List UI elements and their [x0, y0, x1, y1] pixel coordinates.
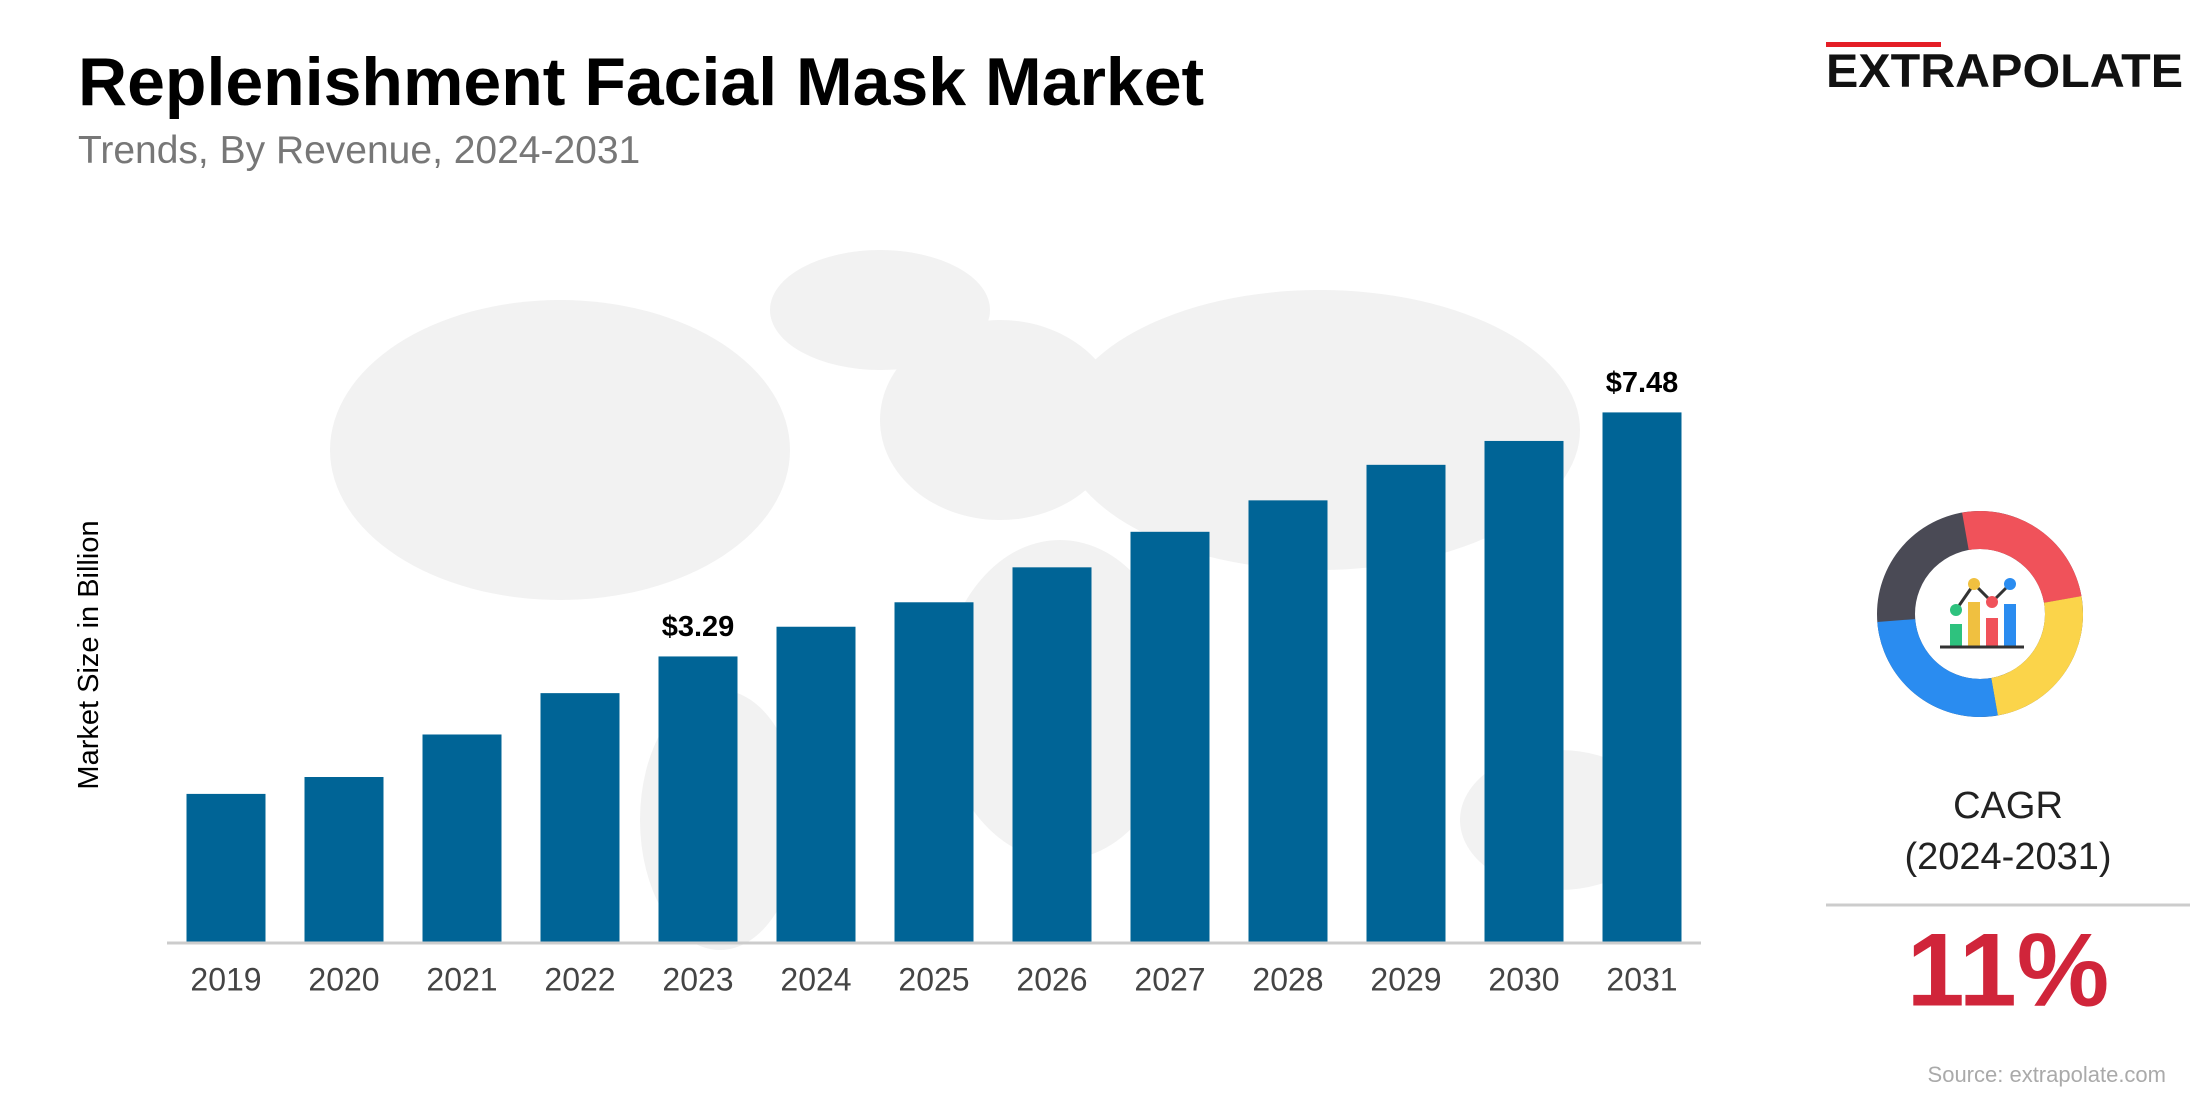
source: Source: extrapolate.com — [1928, 1062, 2166, 1087]
x-tick-label: 2026 — [1016, 961, 1087, 997]
bar — [186, 793, 266, 943]
value-label: $7.48 — [1606, 367, 1679, 399]
y-axis-label: Market Size in Billion — [73, 520, 105, 789]
bar — [894, 602, 974, 943]
bar — [422, 734, 502, 943]
bar — [304, 777, 384, 943]
cagr-icon — [1877, 511, 2083, 717]
bar — [1484, 440, 1564, 943]
x-tick-label: 2021 — [426, 961, 497, 997]
chart-title: Replenishment Facial Mask Market — [78, 44, 1204, 120]
x-tick-label: 2023 — [662, 961, 733, 997]
x-tick-label: 2027 — [1134, 961, 1205, 997]
bar — [776, 626, 856, 943]
bar — [540, 693, 620, 943]
bar — [1130, 531, 1210, 943]
bar — [1248, 500, 1328, 943]
cagr-period: (2024-2031) — [1904, 836, 2111, 878]
cagr-value: 11% — [1907, 912, 2109, 1028]
bar — [1602, 412, 1682, 943]
x-tick-label: 2024 — [780, 961, 851, 997]
chart-subtitle: Trends, By Revenue, 2024-2031 — [78, 129, 640, 172]
x-tick-label: 2025 — [898, 961, 969, 997]
x-tick-label: 2031 — [1606, 961, 1677, 997]
brand-bar — [1826, 42, 1941, 47]
x-tick-label: 2028 — [1252, 961, 1323, 997]
brand: EXTRAPOLATE — [1826, 44, 2183, 97]
x-tick-label: 2019 — [190, 961, 261, 997]
bar — [1012, 567, 1092, 943]
bar — [1366, 464, 1446, 943]
cagr-label: CAGR — [1953, 785, 2063, 827]
value-label: $3.29 — [662, 611, 735, 643]
x-tick-label: 2029 — [1370, 961, 1441, 997]
x-tick-label: 2022 — [544, 961, 615, 997]
x-tick-label: 2030 — [1488, 961, 1559, 997]
x-tick-label: 2020 — [308, 961, 379, 997]
bar — [658, 656, 738, 943]
